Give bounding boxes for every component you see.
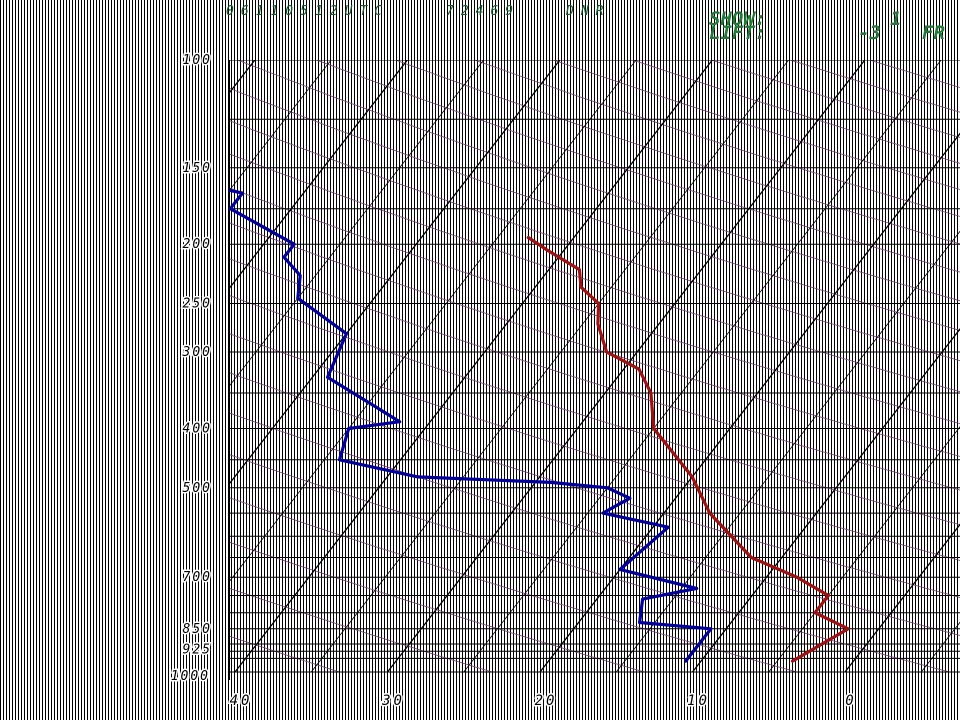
header-site: DNR [566,4,611,19]
pressure-tick-label: 925 [183,642,212,657]
isotherm-grid [0,60,960,673]
isotherm-line [0,60,179,672]
dry-adiabat-grid [0,60,960,673]
dry-adiabat-line [229,454,950,673]
dry-adiabat-line [229,587,493,673]
isotherm-line [229,60,561,486]
temperature-tick-label: 10 [687,693,710,709]
temperature-labels: 40 30 20 10 0 [228,692,856,711]
pressure-labels: 100 150 200 250 300 400 500 700 850 925 1000 [169,52,212,686]
pressure-tick-label: 700 [183,570,212,585]
isotherm-line [229,60,256,95]
dry-adiabat-line [229,372,960,598]
dry-adiabat-line [790,60,960,113]
dry-adiabat-line [0,60,187,672]
isotherm-line [768,426,960,673]
pressure-tick-label: 1000 [171,669,210,684]
dry-adiabat-line [395,60,960,245]
temperature-tick-label: 0 [845,693,856,709]
stability-value-lift: -3 [858,22,881,44]
isotherm-line [229,60,637,583]
stability-label-show: SHOW: [709,8,767,30]
dry-adiabat-line [632,60,960,164]
dry-adiabat-line [229,153,960,393]
isotherm-line [463,60,942,673]
isotherm-line [0,60,26,672]
isotherm-line [844,523,960,673]
temperature-tick-label: 30 [381,693,405,709]
isotherm-line [386,60,866,673]
temperature-tick-label: 20 [535,693,558,709]
pressure-tick-label: 200 [183,237,212,252]
dry-adiabat-line [229,258,960,491]
dry-adiabat-line [229,87,960,331]
sounding-traces [229,188,850,663]
pressure-tick-label: 100 [183,53,212,68]
isotherm-line [229,60,484,388]
dry-adiabat-line [316,60,960,273]
dry-adiabat-line [229,295,960,526]
stability-value-show: 1 [890,8,902,30]
isotherm-line [310,60,789,673]
dry-adiabat-line [229,222,960,457]
pressure-tick-label: 300 [182,345,212,360]
isotherm-line [691,327,960,673]
pressure-tick-label: 400 [183,421,212,436]
isotherm-line [920,621,960,673]
dry-adiabat-line [229,187,960,425]
isobar-grid [229,60,960,673]
stability-trailing: FR [922,22,945,44]
pressure-tick-label: 500 [183,481,212,496]
isotherm-line [229,60,332,192]
temperature-trace [526,235,850,663]
dry-adiabat-line [229,412,960,636]
dewpoint-trace [229,188,713,663]
stability-label-lift: LIFT: [709,22,767,44]
header-station: 72469 [446,4,521,19]
isotherm-line [615,230,960,673]
pressure-tick-label: 850 [183,622,212,637]
dry-adiabat-line [237,60,960,302]
temperature-tick-label: 40 [230,693,253,709]
dry-adiabat-line [229,541,645,673]
isotherm-line [0,60,102,672]
dry-adiabat-line [229,333,960,561]
header-datetime: 06110512UTC [226,4,390,19]
pressure-tick-label: 250 [183,297,212,312]
dry-adiabat-line [229,635,340,673]
isotherm-line [234,60,713,673]
pressure-tick-label: 150 [183,161,212,176]
isotherm-line [229,60,408,290]
